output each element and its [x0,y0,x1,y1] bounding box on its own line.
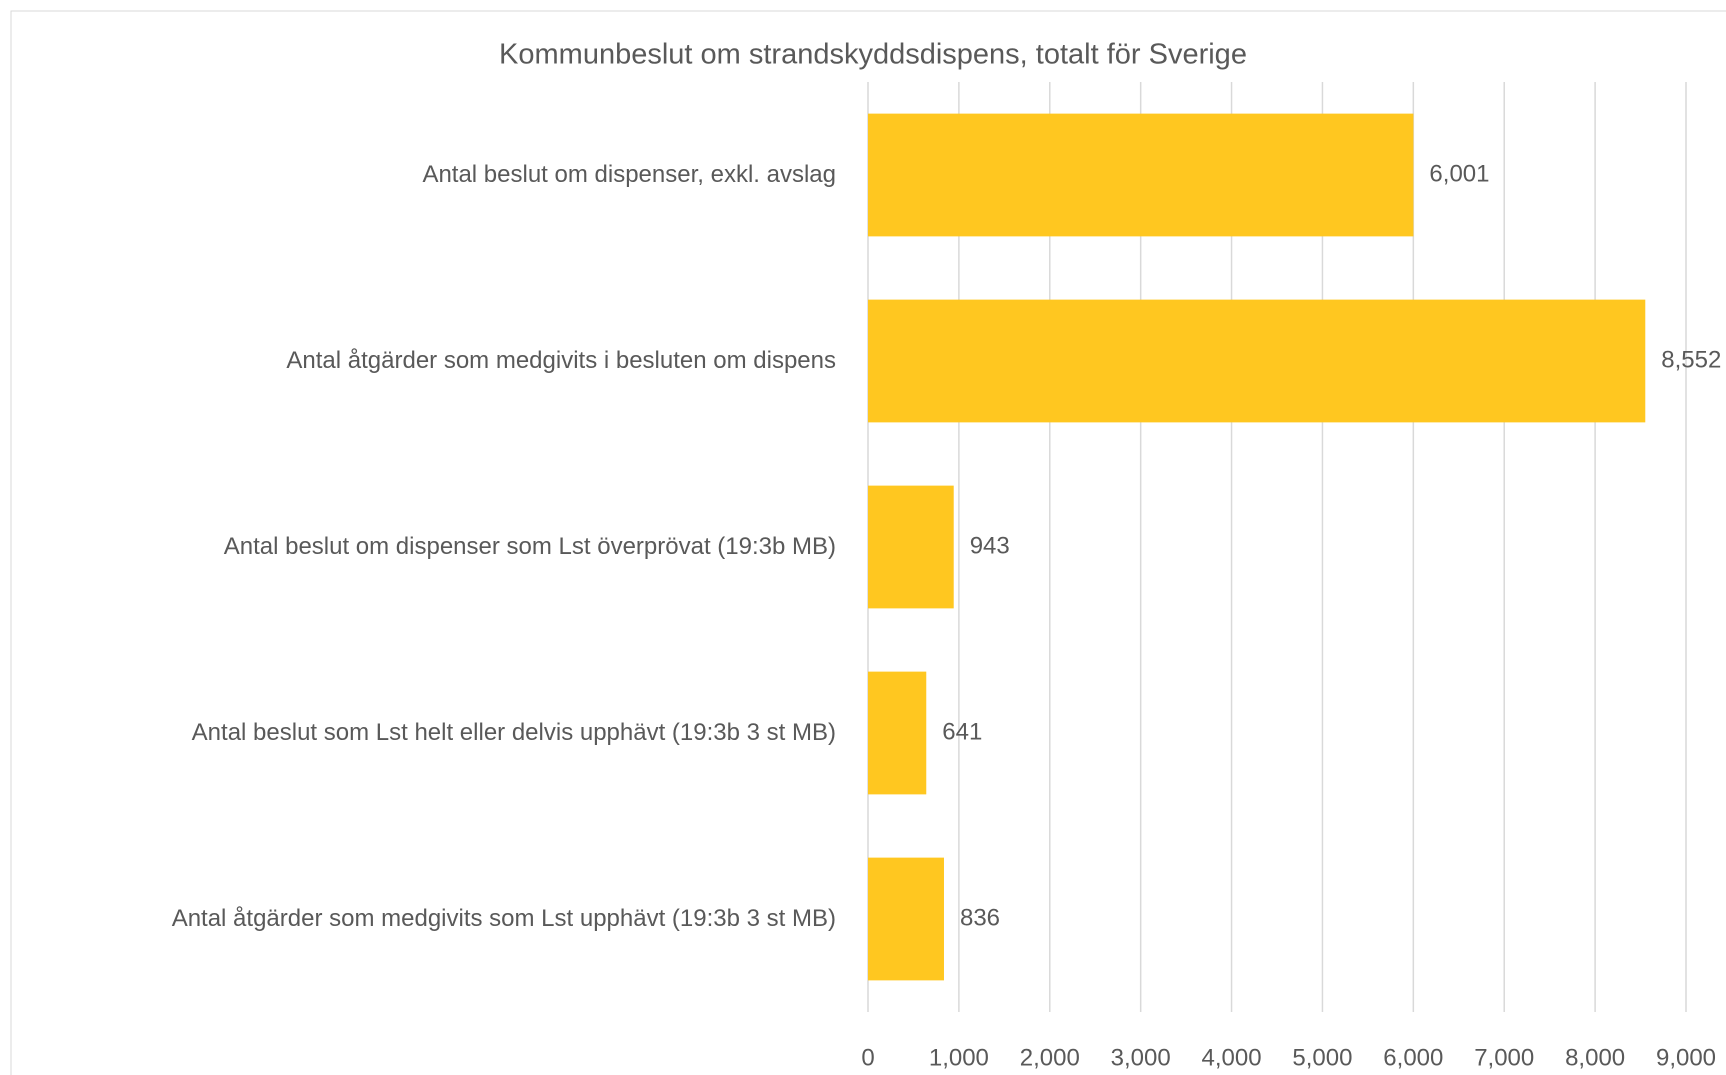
y-tick-label: Antal åtgärder som medgivits som Lst upp… [171,905,836,932]
data-label: 6,001 [1429,160,1489,187]
x-tick-label: 4,000 [1202,1044,1262,1071]
data-label: 641 [942,718,982,745]
x-tick-label: 5,000 [1292,1044,1352,1071]
x-tick-label: 6,000 [1383,1044,1443,1071]
bar [868,485,954,609]
data-label: 8,552 [1661,346,1721,373]
y-tick-label: Antal beslut som Lst helt eller delvis u… [191,719,836,746]
x-tick-label: 7,000 [1474,1044,1534,1071]
data-label: 943 [970,532,1010,559]
bar [868,671,927,795]
x-tick-label: 9,000 [1656,1044,1716,1071]
chart-border [10,10,1726,1075]
chart-title: Kommunbeslut om strandskyddsdispens, tot… [499,39,1247,71]
x-tick-label: 1,000 [929,1044,989,1071]
x-tick-label: 3,000 [1111,1044,1171,1071]
bar [868,857,944,981]
x-tick-label: 2,000 [1020,1044,1080,1071]
x-tick-label: 0 [861,1044,874,1071]
data-label: 836 [960,904,1000,931]
bar [868,113,1414,237]
y-tick-label: Antal beslut om dispenser, exkl. avslag [422,161,836,188]
x-tick-label: 8,000 [1565,1044,1625,1071]
y-tick-label: Antal åtgärder som medgivits i besluten … [286,347,836,374]
bar [868,299,1646,423]
y-tick-label: Antal beslut om dispenser som Lst överpr… [223,533,836,560]
